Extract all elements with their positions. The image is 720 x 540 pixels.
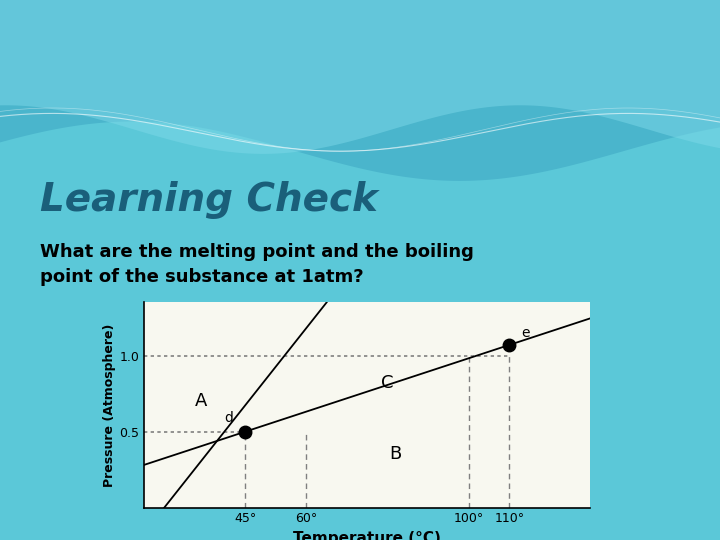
X-axis label: Temperature (°C): Temperature (°C): [293, 531, 441, 540]
Text: e: e: [521, 326, 530, 340]
Text: C: C: [382, 374, 394, 392]
Polygon shape: [0, 0, 720, 181]
Text: B: B: [390, 446, 402, 463]
Text: What are the melting point and the boiling
point of the substance at 1atm?: What are the melting point and the boili…: [40, 243, 474, 286]
Y-axis label: Pressure (Atmosphere): Pressure (Atmosphere): [104, 323, 117, 487]
Text: d: d: [225, 411, 233, 426]
Text: A: A: [194, 392, 207, 410]
Polygon shape: [0, 0, 720, 154]
Text: Learning Check: Learning Check: [40, 181, 377, 219]
